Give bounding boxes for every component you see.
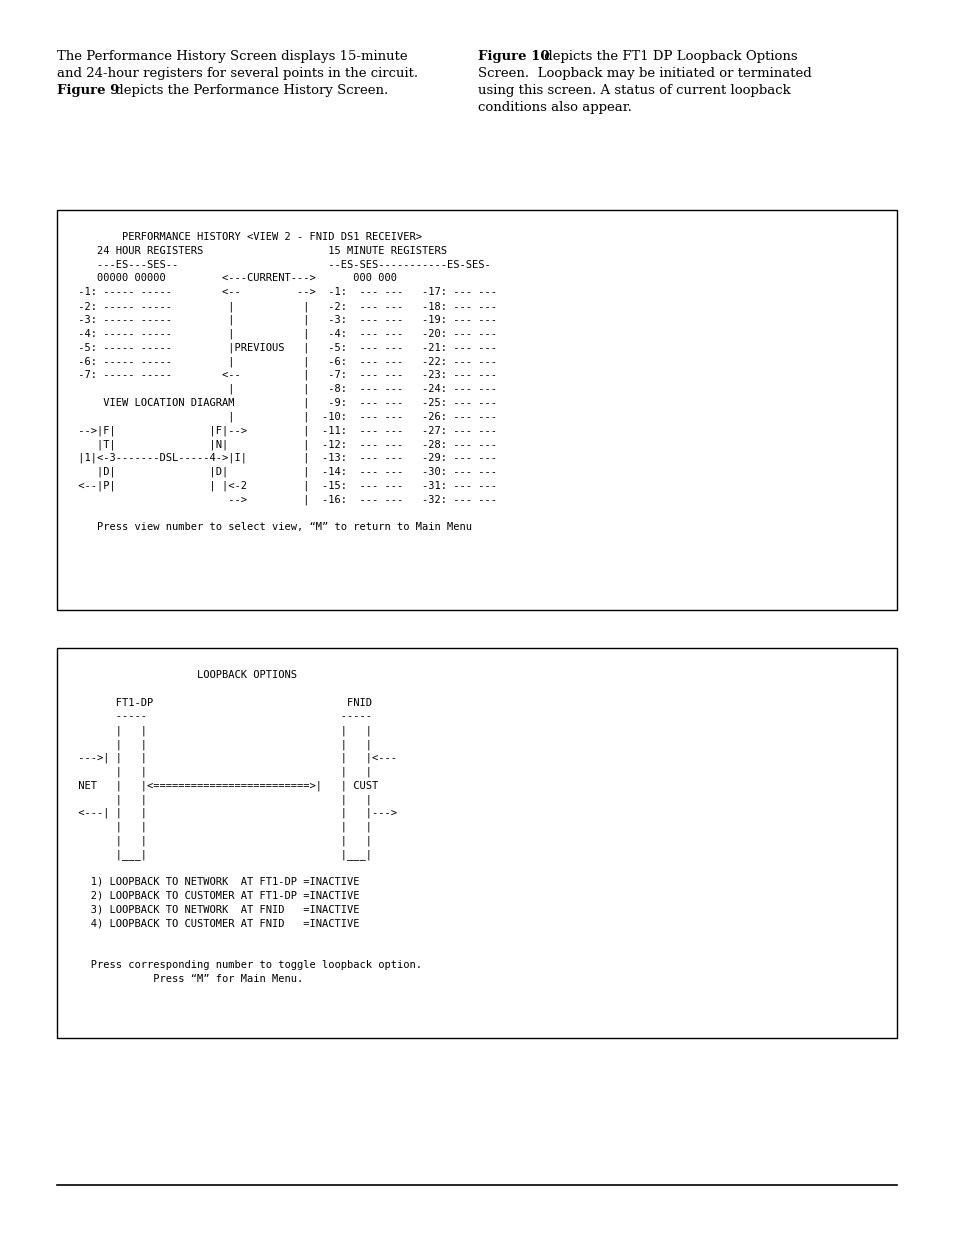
Text: Figure 10: Figure 10 [477, 49, 549, 63]
Text: |   |                               |   |: | | | | [71, 821, 372, 832]
Text: NET   |   |<=========================>|   | CUST: NET | |<=========================>| | CU… [71, 781, 377, 790]
Text: <--|P|               | |<-2         |  -15:  --- ---   -31: --- ---: <--|P| | |<-2 | -15: --- --- -31: --- --… [71, 480, 497, 490]
Text: Figure 9: Figure 9 [57, 84, 119, 98]
Text: |           |  -10:  --- ---   -26: --- ---: | | -10: --- --- -26: --- --- [71, 411, 497, 422]
Text: -4: ----- -----         |           |   -4:  --- ---   -20: --- ---: -4: ----- ----- | | -4: --- --- -20: ---… [71, 329, 497, 340]
Text: |   |                               |   |: | | | | [71, 767, 372, 777]
Text: |   |                               |   |: | | | | [71, 739, 372, 750]
Text: Screen.  Loopback may be initiated or terminated: Screen. Loopback may be initiated or ter… [477, 67, 811, 80]
Text: 4) LOOPBACK TO CUSTOMER AT FNID   =INACTIVE: 4) LOOPBACK TO CUSTOMER AT FNID =INACTIV… [71, 919, 359, 929]
Text: Press corresponding number to toggle loopback option.: Press corresponding number to toggle loo… [71, 960, 421, 969]
Text: ---ES---SES--                        --ES-SES-----------ES-SES-: ---ES---SES-- --ES-SES-----------ES-SES- [71, 259, 490, 269]
Text: 3) LOOPBACK TO NETWORK  AT FNID   =INACTIVE: 3) LOOPBACK TO NETWORK AT FNID =INACTIVE [71, 904, 359, 915]
Text: 2) LOOPBACK TO CUSTOMER AT FT1-DP =INACTIVE: 2) LOOPBACK TO CUSTOMER AT FT1-DP =INACT… [71, 890, 359, 900]
Text: |           |   -8:  --- ---   -24: --- ---: | | -8: --- --- -24: --- --- [71, 384, 497, 394]
Text: depicts the FT1 DP Loopback Options: depicts the FT1 DP Loopback Options [539, 49, 797, 63]
Text: -7: ----- -----        <--          |   -7:  --- ---   -23: --- ---: -7: ----- ----- <-- | -7: --- --- -23: -… [71, 370, 497, 380]
Text: -2: ----- -----         |           |   -2:  --- ---   -18: --- ---: -2: ----- ----- | | -2: --- --- -18: ---… [71, 301, 497, 311]
Text: conditions also appear.: conditions also appear. [477, 101, 631, 114]
Text: -5: ----- -----         |PREVIOUS   |   -5:  --- ---   -21: --- ---: -5: ----- ----- |PREVIOUS | -5: --- --- … [71, 342, 497, 353]
Text: <---| |   |                               |   |--->: <---| | | | |---> [71, 808, 396, 819]
Text: |   |                               |   |: | | | | [71, 836, 372, 846]
Text: LOOPBACK OPTIONS: LOOPBACK OPTIONS [71, 671, 296, 680]
Bar [57, 648, 896, 1037]
Text: Press view number to select view, “M” to return to Main Menu: Press view number to select view, “M” to… [71, 522, 472, 532]
Text: -6: ----- -----         |           |   -6:  --- ---   -22: --- ---: -6: ----- ----- | | -6: --- --- -22: ---… [71, 356, 497, 367]
Text: |T|               |N|            |  -12:  --- ---   -28: --- ---: |T| |N| | -12: --- --- -28: --- --- [71, 438, 497, 450]
Text: 00000 00000         <---CURRENT--->      000 000: 00000 00000 <---CURRENT---> 000 000 [71, 273, 396, 283]
Text: depicts the Performance History Screen.: depicts the Performance History Screen. [111, 84, 388, 98]
Text: using this screen. A status of current loopback: using this screen. A status of current l… [477, 84, 790, 98]
Text: |   |                               |   |: | | | | [71, 794, 372, 805]
Text: 1) LOOPBACK TO NETWORK  AT FT1-DP =INACTIVE: 1) LOOPBACK TO NETWORK AT FT1-DP =INACTI… [71, 877, 359, 887]
Text: -->         |  -16:  --- ---   -32: --- ---: --> | -16: --- --- -32: --- --- [71, 494, 497, 505]
Text: FT1-DP                               FNID: FT1-DP FNID [71, 698, 372, 708]
Text: -----                               -----: ----- ----- [71, 711, 372, 721]
Text: |   |                               |   |: | | | | [71, 725, 372, 736]
Text: -1: ----- -----        <--         -->  -1:  --- ---   -17: --- ---: -1: ----- ----- <-- --> -1: --- --- -17:… [71, 288, 497, 298]
Text: 24 HOUR REGISTERS                    15 MINUTE REGISTERS: 24 HOUR REGISTERS 15 MINUTE REGISTERS [71, 246, 447, 256]
Text: VIEW LOCATION DIAGRAM           |   -9:  --- ---   -25: --- ---: VIEW LOCATION DIAGRAM | -9: --- --- -25:… [71, 398, 497, 408]
Text: Press “M” for Main Menu.: Press “M” for Main Menu. [71, 973, 303, 983]
Text: |D|               |D|            |  -14:  --- ---   -30: --- ---: |D| |D| | -14: --- --- -30: --- --- [71, 467, 497, 477]
Text: --->| |   |                               |   |<---: --->| | | | |<--- [71, 753, 396, 763]
Bar [57, 210, 896, 610]
Text: |___|                               |___|: |___| |___| [71, 850, 372, 861]
Text: -->|F|               |F|-->         |  -11:  --- ---   -27: --- ---: -->|F| |F|--> | -11: --- --- -27: --- --… [71, 425, 497, 436]
Text: -3: ----- -----         |           |   -3:  --- ---   -19: --- ---: -3: ----- ----- | | -3: --- --- -19: ---… [71, 315, 497, 325]
Text: PERFORMANCE HISTORY <VIEW 2 - FNID DS1 RECEIVER>: PERFORMANCE HISTORY <VIEW 2 - FNID DS1 R… [71, 232, 421, 242]
Text: |1|<-3-------DSL-----4->|I|         |  -13:  --- ---   -29: --- ---: |1|<-3-------DSL-----4->|I| | -13: --- -… [71, 453, 497, 463]
Text: The Performance History Screen displays 15-minute: The Performance History Screen displays … [57, 49, 407, 63]
Text: and 24-hour registers for several points in the circuit.: and 24-hour registers for several points… [57, 67, 417, 80]
